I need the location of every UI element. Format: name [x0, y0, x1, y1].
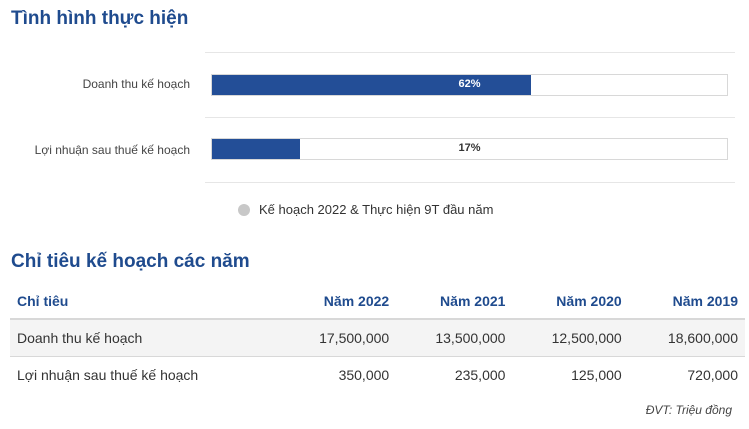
- header-year-2021: Năm 2021: [440, 292, 506, 309]
- header-indicator: Chỉ tiêu: [17, 292, 69, 309]
- table-cell: 12,500,000: [512, 318, 629, 357]
- table-row: Doanh thu kế hoạch 17,500,000 13,500,000…: [10, 318, 745, 357]
- plan-progress-chart: Doanh thu kế hoạch 62% Lợi nhuận sau thu…: [0, 40, 749, 230]
- unit-note: ĐVT: Triệu đồng: [645, 403, 732, 417]
- yearly-plan-table: Chỉ tiêu Năm 2022 Năm 2021 Năm 2020 Năm …: [10, 283, 745, 393]
- chart-gridline-top: [205, 52, 735, 53]
- plan-progress-title: Tình hình thực hiện: [11, 8, 189, 29]
- table-header-row: Chỉ tiêu Năm 2022 Năm 2021 Năm 2020 Năm …: [10, 283, 745, 319]
- legend-marker: [238, 203, 250, 216]
- table-cell: 350,000: [338, 366, 390, 383]
- chart-gridline-bottom: [205, 182, 735, 183]
- bar-value-label-profit: 17%: [458, 142, 481, 154]
- row-label: Doanh thu kế hoạch: [10, 318, 280, 357]
- yearly-plan-title: Chỉ tiêu kế hoạch các năm: [11, 251, 250, 272]
- header-year-2020: Năm 2020: [556, 292, 622, 309]
- table-cell: 125,000: [571, 366, 622, 383]
- table-cell: 13,500,000: [396, 318, 513, 357]
- bar-track-profit: 17%: [211, 138, 728, 160]
- table-row: Lợi nhuận sau thuế kế hoạch 350,000 235,…: [10, 356, 745, 393]
- bar-track-revenue: 62%: [211, 74, 728, 96]
- chart-legend[interactable]: Kế hoạch 2022 & Thực hiện 9T đầu năm: [238, 202, 493, 217]
- header-year-2022: Năm 2022: [323, 292, 390, 309]
- table-cell: 720,000: [687, 366, 738, 383]
- bar-revenue: [212, 75, 532, 95]
- header-year-2019: Năm 2019: [672, 292, 738, 309]
- bar-label-profit: Lợi nhuận sau thuế kế hoạch: [34, 143, 190, 157]
- bar-value-label-revenue: 62%: [458, 78, 481, 90]
- bar-label-revenue: Doanh thu kế hoạch: [82, 77, 190, 91]
- bar-profit: [212, 139, 300, 159]
- table-cell: 235,000: [454, 366, 506, 383]
- row-label: Lợi nhuận sau thuế kế hoạch: [17, 366, 199, 383]
- legend-label: Kế hoạch 2022 & Thực hiện 9T đầu năm: [259, 202, 494, 217]
- chart-gridline-middle: [205, 117, 735, 118]
- table-cell: 18,600,000: [628, 318, 745, 357]
- table-cell: 17,500,000: [279, 318, 397, 357]
